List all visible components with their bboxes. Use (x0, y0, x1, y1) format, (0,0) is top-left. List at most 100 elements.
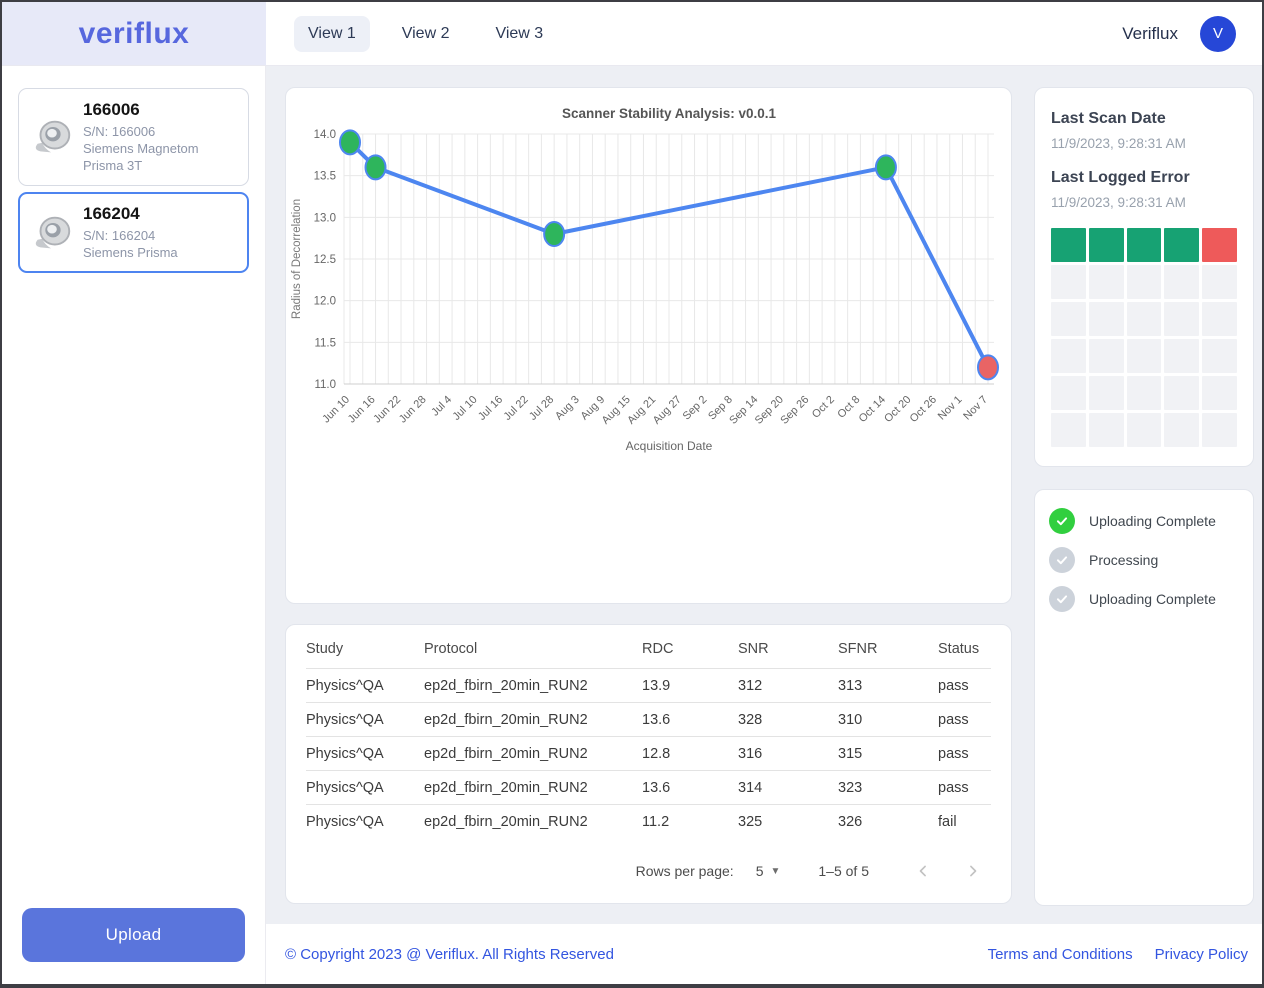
scan-status-heatmap (1051, 228, 1237, 447)
scanner-serial: S/N: 166204 (83, 228, 156, 243)
page-range-label: 1–5 of 5 (818, 863, 869, 879)
x-tick-label: Oct 14 (857, 394, 888, 425)
heatmap-cell-empty (1164, 265, 1200, 299)
next-page-button[interactable] (959, 857, 987, 885)
heatmap-cell-empty (1202, 339, 1237, 373)
heatmap-cell-empty (1202, 302, 1237, 336)
check-icon (1049, 586, 1075, 612)
x-tick-label: Oct 2 (810, 394, 837, 421)
scanner-list: 166006 S/N: 166006 Siemens Magnetom Pris… (2, 66, 265, 273)
x-tick-label: Oct 26 (908, 394, 939, 425)
check-icon (1049, 547, 1075, 573)
heatmap-cell-empty (1126, 265, 1162, 299)
y-tick-label: 11.0 (314, 379, 336, 391)
column-header-sfnr: SFNR (838, 641, 878, 657)
x-axis-title: Acquisition Date (626, 439, 713, 453)
mri-scanner-image (35, 120, 71, 153)
x-tick-label: Jul 28 (527, 394, 556, 423)
table-cell: ep2d_fbirn_20min_RUN2 (424, 668, 642, 703)
table-cell: 325 (738, 804, 838, 838)
results-table-card: Study Protocol RDC SNR SFNR Status Physics^QA… (285, 624, 1012, 904)
table-cell: Physics^QA (306, 668, 424, 703)
footer-links: Terms and Conditions Privacy Policy (988, 946, 1248, 963)
x-tick-label: Jul 10 (450, 394, 479, 423)
upload-button[interactable]: Upload (22, 908, 245, 962)
heatmap-cell-empty (1164, 413, 1200, 447)
column-header-status: Status (938, 641, 980, 657)
heatmap-cell-empty (1088, 302, 1124, 336)
check-icon (1049, 508, 1075, 534)
tab-view-3[interactable]: View 3 (481, 16, 557, 52)
table-cell: pass (938, 736, 991, 771)
table-cell: 13.6 (642, 770, 738, 805)
heatmap-cell-ok (1126, 228, 1162, 262)
table-row: Physics^QA ep2d_fbirn_20min_RUN2 12.8 316 31… (306, 736, 991, 771)
tab-view-2[interactable]: View 2 (388, 16, 464, 52)
table-cell: pass (938, 770, 991, 805)
sidebar: 166006 S/N: 166006 Siemens Magnetom Pris… (2, 66, 266, 984)
left-column: Scanner Stability Analysis: v0.0.1 11.0 11… (285, 87, 1012, 906)
heatmap-cell-empty (1088, 413, 1124, 447)
avatar[interactable]: V (1200, 15, 1236, 52)
heatmap-cell-ok (1164, 228, 1200, 262)
data-point-pass (874, 154, 897, 181)
column-header-protocol: Protocol (424, 641, 478, 657)
y-tick-label: 11.5 (314, 337, 336, 349)
tab-view-1[interactable]: View 1 (294, 15, 370, 52)
privacy-link[interactable]: Privacy Policy (1154, 945, 1248, 963)
rows-per-page-select[interactable]: 5 ▼ (756, 863, 781, 879)
table-cell: Physics^QA (306, 736, 424, 771)
scanner-card-166204[interactable]: 166204 S/N: 166204 Siemens Prisma (18, 192, 249, 273)
table-header-row: Study Protocol RDC SNR SFNR Status (306, 627, 991, 669)
heatmap-cell-empty (1164, 302, 1200, 336)
terms-link[interactable]: Terms and Conditions (987, 945, 1133, 963)
header: veriflux View 1 View 2 View 3 Veriflux V (2, 2, 1262, 66)
table-cell: 310 (838, 702, 938, 737)
status-row: Processing (1049, 547, 1239, 573)
heatmap-cell-empty (1051, 339, 1086, 373)
x-tick-label: Aug 27 (651, 394, 684, 427)
data-point-pass (364, 154, 387, 181)
column-header-rdc: RDC (642, 641, 674, 657)
chart-title: Scanner Stability Analysis: v0.0.1 (562, 106, 777, 121)
table-cell: 13.9 (642, 668, 738, 703)
main-nav: View 1 View 2 View 3 Veriflux V (266, 2, 1262, 65)
x-tick-label: Jun 10 (320, 394, 352, 426)
view-tabs: View 1 View 2 View 3 (294, 15, 557, 52)
table-cell: Physics^QA (306, 804, 424, 838)
caret-down-icon: ▼ (770, 865, 781, 877)
last-scan-date-value: 11/9/2023, 9:28:31 AM (1051, 136, 1186, 151)
table-cell: ep2d_fbirn_20min_RUN2 (424, 702, 642, 737)
table-cell: 328 (738, 702, 838, 737)
x-tick-label: Oct 20 (882, 394, 913, 425)
right-column: Last Scan Date 11/9/2023, 9:28:31 AM Las… (1034, 87, 1254, 906)
status-row: Uploading Complete (1049, 586, 1239, 612)
rows-per-page-value: 5 (755, 863, 764, 879)
scanner-info: 166204 S/N: 166204 Siemens Prisma (83, 204, 238, 261)
scanner-model: Siemens Prisma (83, 245, 178, 260)
status-label: Uploading Complete (1089, 591, 1216, 607)
x-tick-label: Jul 16 (476, 394, 505, 423)
y-tick-label: 14.0 (314, 129, 336, 141)
heatmap-cell-empty (1051, 302, 1086, 336)
y-axis-title: Radius of Decorrelation (291, 199, 303, 319)
table-cell: ep2d_fbirn_20min_RUN2 (424, 804, 642, 838)
veriflux-logo: veriflux (78, 16, 190, 50)
scan-info-card: Last Scan Date 11/9/2023, 9:28:31 AM Las… (1034, 87, 1254, 467)
status-label: Uploading Complete (1089, 513, 1216, 529)
data-point-pass (339, 129, 361, 156)
scanner-card-166006[interactable]: 166006 S/N: 166006 Siemens Magnetom Pris… (18, 88, 249, 186)
data-point-pass (543, 221, 566, 247)
x-tick-label: Aug 3 (553, 394, 582, 423)
footer: © Copyright 2023 @ Veriflux. All Rights … (266, 924, 1262, 984)
table-cell: ep2d_fbirn_20min_RUN2 (424, 736, 642, 771)
x-tick-label: Jun 16 (346, 394, 378, 426)
scanner-info: 166006 S/N: 166006 Siemens Magnetom Pris… (83, 100, 238, 174)
table-row: Physics^QA ep2d_fbirn_20min_RUN2 11.2 325 32… (306, 804, 991, 838)
heatmap-cell-empty (1051, 413, 1086, 447)
heatmap-cell-empty (1088, 339, 1124, 373)
column-header-study: Study (306, 641, 344, 657)
previous-page-button[interactable] (909, 857, 937, 885)
heatmap-cell-ok (1051, 228, 1086, 262)
logo-box: veriflux (2, 2, 266, 65)
